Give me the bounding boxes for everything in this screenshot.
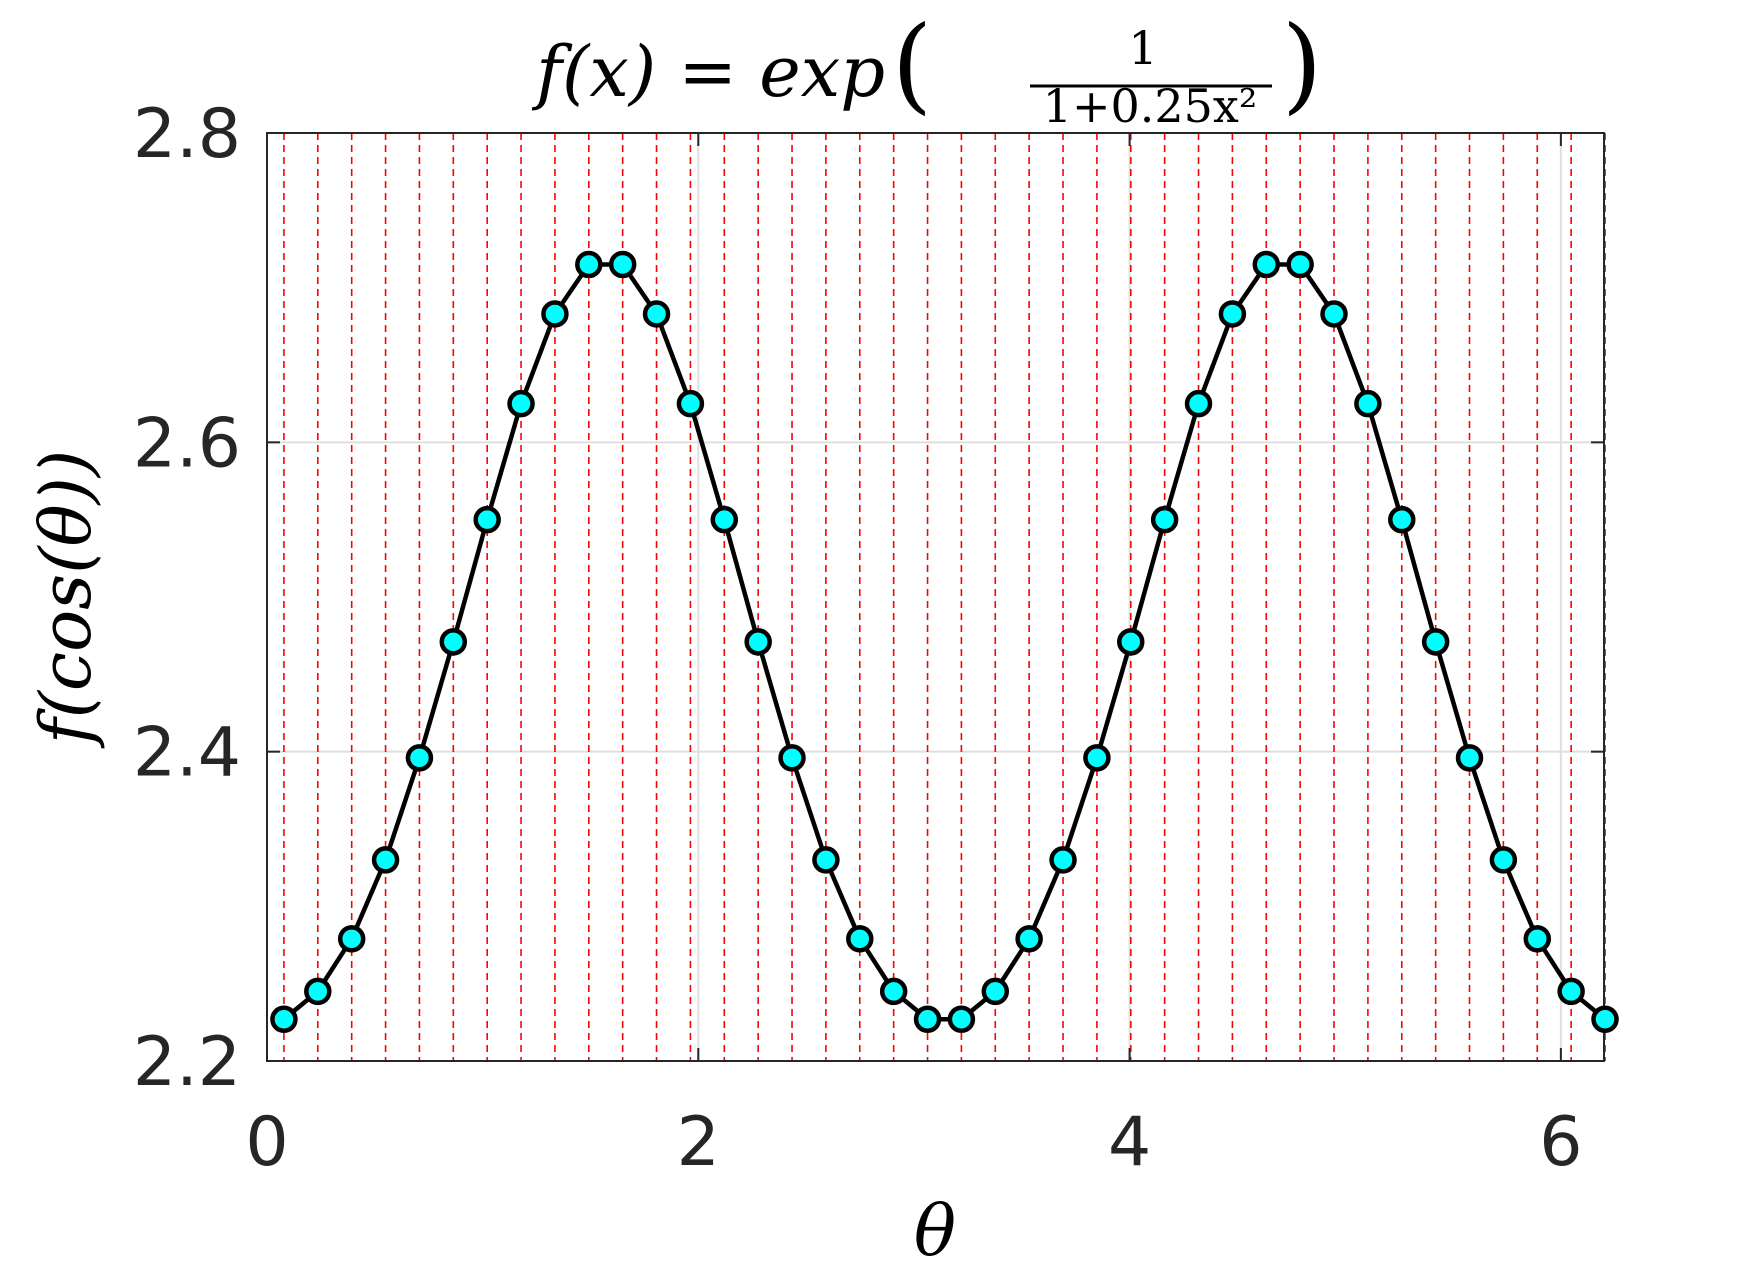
data-point <box>575 250 603 279</box>
data-point <box>1184 389 1213 418</box>
data-point <box>1489 846 1518 874</box>
data-point <box>439 628 468 656</box>
y-axis-label: f(cos(θ)) <box>25 450 107 750</box>
data-point <box>710 505 739 534</box>
title-left-paren: ( <box>892 3 933 125</box>
data-point <box>473 505 501 534</box>
data-point <box>1557 977 1585 1006</box>
data-point <box>981 977 1010 1006</box>
data-point <box>1117 628 1145 656</box>
x-tick-label: 0 <box>245 1103 288 1182</box>
data-point <box>1421 628 1450 656</box>
data-point <box>337 925 366 953</box>
plot-area <box>267 133 1604 1061</box>
tick-labels: 0 2 4 6 2.2 2.4 2.6 2.8 <box>133 95 1583 1182</box>
x-axis-label: θ <box>914 1190 956 1272</box>
data-point <box>913 1005 942 1033</box>
data-point <box>676 389 705 418</box>
data-point <box>304 977 332 1006</box>
data-point <box>1388 505 1416 534</box>
data-point <box>1049 846 1077 874</box>
data-point <box>778 744 806 772</box>
y-tick-label: 2.2 <box>133 1023 241 1102</box>
title-denominator: 1+0.25x² <box>1043 79 1258 133</box>
plot-frame <box>266 132 1605 1062</box>
data-point <box>1150 505 1179 534</box>
data-point <box>1015 925 1043 953</box>
x-tick-label: 2 <box>677 1103 720 1182</box>
data-point <box>879 977 908 1006</box>
data-point <box>947 1005 976 1033</box>
data-point <box>1286 250 1314 279</box>
data-point <box>642 300 671 328</box>
data-point <box>1523 925 1552 953</box>
data-point <box>1218 300 1247 328</box>
data-point <box>507 389 535 418</box>
reference-lines <box>283 133 1606 1061</box>
data-point <box>1591 1005 1619 1033</box>
data-point <box>270 1005 298 1033</box>
data-point <box>371 846 400 874</box>
x-tick-label: 6 <box>1539 1103 1582 1182</box>
title-numerator: 1 <box>1128 21 1157 75</box>
x-tick-label: 4 <box>1108 1103 1151 1182</box>
title-right-paren: ) <box>1282 3 1323 125</box>
data-point <box>1252 250 1281 279</box>
data-point <box>608 250 637 279</box>
data-point <box>1320 300 1348 328</box>
chart-title: f(x) = exp ( 1 1+0.25x² ) <box>531 3 1322 133</box>
data-point <box>405 744 434 772</box>
data-point <box>846 925 874 953</box>
y-tick-label: 2.4 <box>133 714 241 793</box>
data-point <box>1354 389 1382 418</box>
data-point <box>541 300 569 328</box>
title-lhs: f(x) = exp <box>531 31 885 113</box>
data-point <box>744 628 772 656</box>
data-point <box>1083 744 1111 772</box>
y-tick-label: 2.6 <box>133 404 241 483</box>
y-tick-label: 2.8 <box>133 95 241 174</box>
data-point <box>812 846 840 874</box>
data-series <box>270 250 1619 1033</box>
series-line <box>282 262 1607 1022</box>
data-point <box>1455 744 1484 772</box>
axis-ticks <box>266 132 1604 1062</box>
